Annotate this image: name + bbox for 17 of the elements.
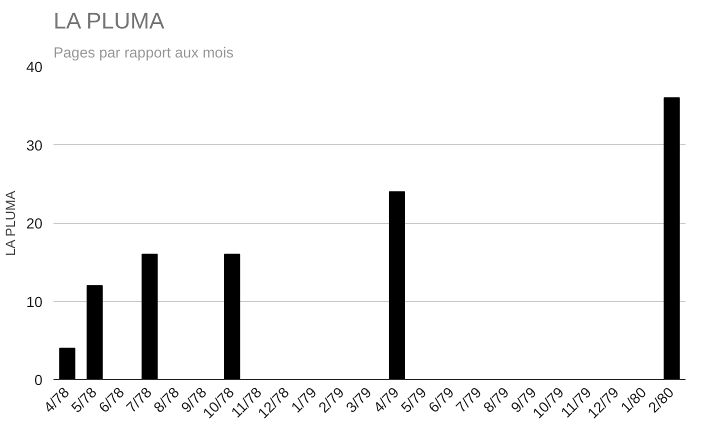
y-tick-label: 10 — [26, 294, 43, 311]
bar — [664, 97, 680, 380]
y-tick-label: 0 — [34, 373, 43, 389]
chart-subtitle: Pages par rapport aux mois — [54, 46, 234, 62]
y-tick-label: 30 — [26, 138, 43, 154]
x-tick-label: 5/79 — [398, 384, 430, 416]
chart-title: LA PLUMA — [54, 8, 166, 34]
bar — [388, 191, 406, 380]
y-tick-label: 40 — [26, 60, 43, 76]
x-tick-label: 5/78 — [68, 384, 100, 416]
bar — [224, 254, 240, 380]
x-tick-label: 3/79 — [344, 384, 376, 416]
y-tick-label: 20 — [26, 216, 43, 232]
bar — [142, 254, 158, 380]
y-axis-title: LA PLUMA — [3, 190, 18, 256]
bar — [59, 348, 76, 380]
bar — [86, 285, 103, 380]
